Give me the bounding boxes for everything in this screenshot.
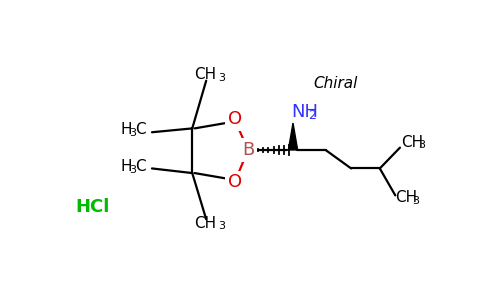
Text: CH: CH (195, 216, 216, 231)
Text: B: B (242, 141, 254, 159)
Text: 3: 3 (219, 73, 226, 82)
Text: CH: CH (402, 135, 424, 150)
Text: 3: 3 (219, 221, 226, 231)
Text: C: C (135, 159, 146, 174)
Text: O: O (228, 110, 242, 128)
Polygon shape (288, 123, 298, 150)
Text: 3: 3 (412, 196, 419, 206)
Text: 2: 2 (308, 109, 317, 122)
Text: CH: CH (195, 67, 216, 82)
Text: 3: 3 (129, 165, 136, 175)
Text: 3: 3 (419, 140, 425, 150)
Text: H: H (120, 122, 132, 137)
Text: 3: 3 (129, 128, 136, 138)
Text: HCl: HCl (76, 198, 110, 216)
Text: H: H (120, 159, 132, 174)
Text: C: C (135, 122, 146, 137)
Text: O: O (228, 173, 242, 191)
Text: Chiral: Chiral (314, 76, 358, 91)
Text: NH: NH (291, 103, 318, 121)
Text: CH: CH (395, 190, 417, 205)
